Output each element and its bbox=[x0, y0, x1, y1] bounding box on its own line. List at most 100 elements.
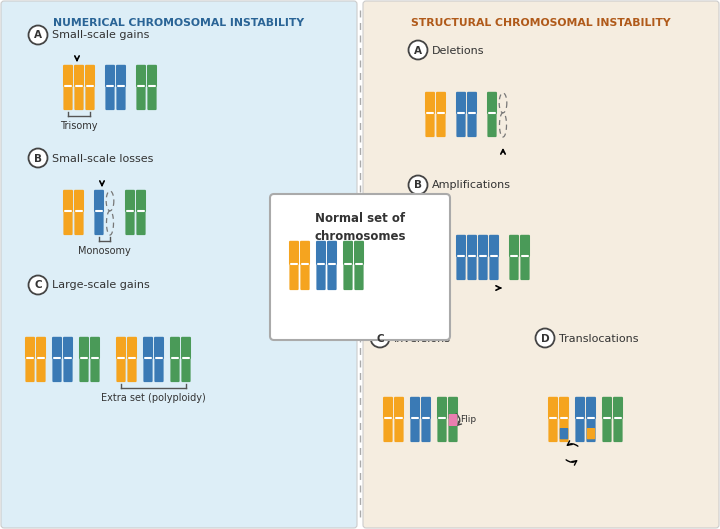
Text: Inversions: Inversions bbox=[394, 333, 451, 343]
FancyBboxPatch shape bbox=[586, 416, 595, 442]
FancyBboxPatch shape bbox=[449, 416, 458, 442]
FancyBboxPatch shape bbox=[456, 254, 466, 280]
FancyBboxPatch shape bbox=[300, 261, 310, 290]
FancyBboxPatch shape bbox=[436, 235, 446, 257]
FancyBboxPatch shape bbox=[170, 337, 180, 359]
FancyBboxPatch shape bbox=[63, 209, 73, 235]
FancyBboxPatch shape bbox=[613, 416, 623, 442]
FancyBboxPatch shape bbox=[91, 355, 99, 382]
FancyBboxPatch shape bbox=[136, 84, 145, 110]
Circle shape bbox=[536, 329, 554, 348]
FancyBboxPatch shape bbox=[426, 254, 435, 280]
Text: C: C bbox=[34, 280, 42, 290]
FancyBboxPatch shape bbox=[383, 416, 392, 442]
FancyBboxPatch shape bbox=[63, 84, 73, 110]
Text: NUMERICAL CHROMOSOMAL INSTABILITY: NUMERICAL CHROMOSOMAL INSTABILITY bbox=[53, 18, 305, 28]
FancyBboxPatch shape bbox=[426, 111, 435, 137]
FancyBboxPatch shape bbox=[425, 235, 435, 257]
FancyBboxPatch shape bbox=[289, 261, 299, 290]
FancyBboxPatch shape bbox=[37, 355, 45, 382]
FancyBboxPatch shape bbox=[327, 241, 337, 265]
FancyBboxPatch shape bbox=[436, 92, 446, 114]
Text: Extra set (polyploidy): Extra set (polyploidy) bbox=[101, 393, 206, 403]
FancyBboxPatch shape bbox=[548, 397, 558, 419]
FancyBboxPatch shape bbox=[125, 190, 135, 212]
Circle shape bbox=[408, 41, 428, 59]
FancyBboxPatch shape bbox=[383, 397, 393, 419]
FancyBboxPatch shape bbox=[575, 416, 585, 442]
FancyBboxPatch shape bbox=[343, 261, 353, 290]
FancyBboxPatch shape bbox=[79, 355, 89, 382]
FancyBboxPatch shape bbox=[143, 355, 153, 382]
FancyBboxPatch shape bbox=[421, 416, 431, 442]
Text: B: B bbox=[34, 153, 42, 163]
FancyBboxPatch shape bbox=[509, 254, 518, 280]
FancyBboxPatch shape bbox=[449, 414, 457, 426]
FancyBboxPatch shape bbox=[436, 254, 446, 280]
FancyBboxPatch shape bbox=[154, 337, 164, 359]
FancyBboxPatch shape bbox=[343, 241, 353, 265]
FancyBboxPatch shape bbox=[448, 397, 458, 419]
FancyBboxPatch shape bbox=[52, 337, 62, 359]
FancyBboxPatch shape bbox=[613, 397, 623, 419]
FancyBboxPatch shape bbox=[487, 92, 497, 114]
FancyBboxPatch shape bbox=[147, 65, 157, 87]
FancyBboxPatch shape bbox=[90, 337, 100, 359]
FancyBboxPatch shape bbox=[94, 209, 104, 235]
FancyBboxPatch shape bbox=[328, 261, 337, 290]
FancyBboxPatch shape bbox=[171, 355, 179, 382]
FancyBboxPatch shape bbox=[478, 254, 487, 280]
FancyBboxPatch shape bbox=[490, 254, 499, 280]
Text: C: C bbox=[376, 333, 384, 343]
FancyBboxPatch shape bbox=[316, 241, 326, 265]
FancyBboxPatch shape bbox=[148, 84, 157, 110]
FancyBboxPatch shape bbox=[85, 65, 95, 87]
FancyBboxPatch shape bbox=[116, 337, 126, 359]
FancyBboxPatch shape bbox=[575, 397, 585, 419]
Circle shape bbox=[408, 176, 428, 195]
FancyBboxPatch shape bbox=[354, 241, 364, 265]
FancyBboxPatch shape bbox=[363, 1, 719, 528]
FancyBboxPatch shape bbox=[125, 209, 135, 235]
FancyBboxPatch shape bbox=[300, 241, 310, 265]
FancyBboxPatch shape bbox=[181, 337, 191, 359]
Text: A: A bbox=[414, 45, 422, 56]
FancyBboxPatch shape bbox=[36, 337, 46, 359]
FancyBboxPatch shape bbox=[559, 397, 569, 419]
FancyBboxPatch shape bbox=[394, 397, 404, 419]
FancyBboxPatch shape bbox=[521, 254, 530, 280]
FancyBboxPatch shape bbox=[289, 241, 299, 265]
FancyBboxPatch shape bbox=[456, 111, 466, 137]
FancyBboxPatch shape bbox=[467, 111, 477, 137]
Circle shape bbox=[371, 329, 390, 348]
FancyBboxPatch shape bbox=[354, 261, 364, 290]
FancyBboxPatch shape bbox=[425, 92, 435, 114]
Text: Small-scale gains: Small-scale gains bbox=[52, 31, 149, 41]
FancyBboxPatch shape bbox=[63, 65, 73, 87]
FancyBboxPatch shape bbox=[74, 84, 84, 110]
FancyBboxPatch shape bbox=[117, 84, 125, 110]
Text: D: D bbox=[541, 333, 549, 343]
FancyBboxPatch shape bbox=[456, 235, 466, 257]
FancyBboxPatch shape bbox=[489, 235, 499, 257]
FancyBboxPatch shape bbox=[549, 416, 557, 442]
FancyBboxPatch shape bbox=[410, 397, 420, 419]
FancyBboxPatch shape bbox=[437, 397, 447, 419]
FancyBboxPatch shape bbox=[136, 209, 145, 235]
FancyBboxPatch shape bbox=[74, 65, 84, 87]
Circle shape bbox=[29, 149, 48, 168]
FancyBboxPatch shape bbox=[603, 416, 611, 442]
Circle shape bbox=[29, 276, 48, 295]
Text: Small-scale losses: Small-scale losses bbox=[52, 153, 153, 163]
FancyBboxPatch shape bbox=[602, 397, 612, 419]
FancyBboxPatch shape bbox=[467, 254, 477, 280]
Text: Trisomy: Trisomy bbox=[60, 121, 98, 131]
FancyBboxPatch shape bbox=[63, 355, 73, 382]
Text: Deletions: Deletions bbox=[432, 45, 485, 56]
FancyBboxPatch shape bbox=[94, 190, 104, 212]
FancyBboxPatch shape bbox=[437, 416, 446, 442]
Text: A: A bbox=[34, 31, 42, 41]
FancyBboxPatch shape bbox=[105, 84, 114, 110]
Text: Flip: Flip bbox=[460, 415, 476, 424]
Text: Amplifications: Amplifications bbox=[432, 180, 511, 190]
